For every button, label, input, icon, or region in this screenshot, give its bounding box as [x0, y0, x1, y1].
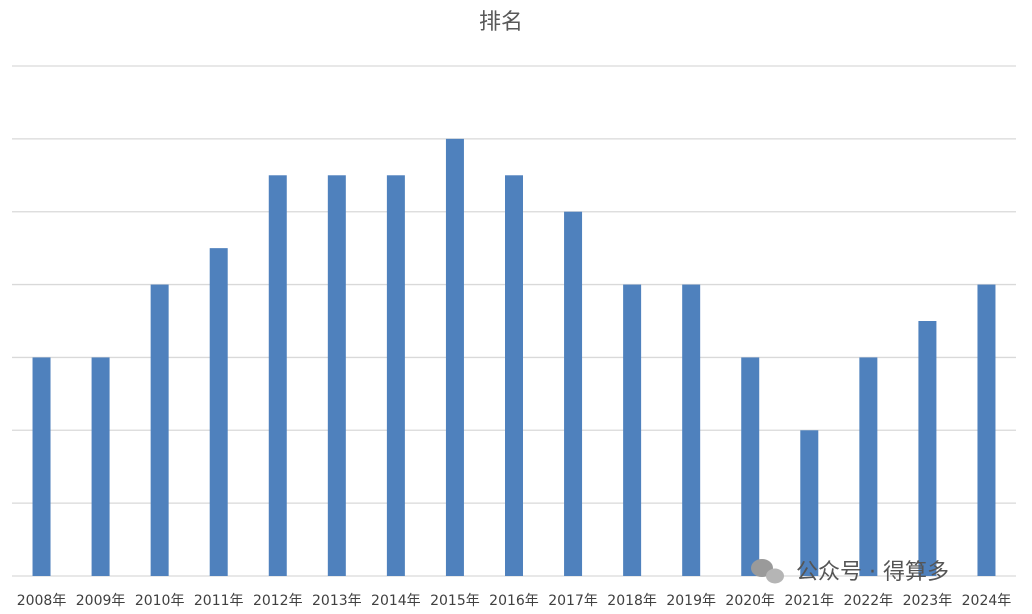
x-tick-label: 2012年: [253, 593, 303, 609]
x-tick-label: 2020年: [725, 593, 775, 609]
x-tick-label: 2022年: [844, 593, 894, 609]
bar: [445, 138, 464, 576]
bar: [564, 211, 583, 576]
bar: [682, 284, 701, 576]
x-tick-label: 2015年: [430, 593, 480, 609]
x-tick-label: 2013年: [312, 593, 362, 609]
x-tick-label: 2024年: [962, 593, 1012, 609]
x-tick-label: 2010年: [135, 593, 185, 609]
bar: [800, 430, 819, 576]
bar: [268, 175, 287, 577]
x-tick-label: 2016年: [489, 593, 539, 609]
watermark: 公众号 · 得算多: [796, 560, 949, 585]
chart-title: 排名: [479, 10, 523, 35]
bar: [386, 175, 405, 577]
bar: [859, 357, 878, 576]
bar: [741, 357, 760, 576]
watermark-icon: [751, 559, 784, 584]
bar: [91, 357, 110, 576]
bar: [150, 284, 169, 576]
bar: [32, 357, 51, 576]
x-tick-label: 2019年: [666, 593, 716, 609]
x-tick-label: 2008年: [17, 593, 67, 609]
x-tick-label: 2018年: [607, 593, 657, 609]
x-tick-label: 2017年: [548, 593, 598, 609]
bar: [505, 175, 523, 577]
bar: [977, 284, 996, 576]
x-tick-label: 2011年: [194, 593, 244, 609]
bar: [209, 248, 228, 576]
bar: [918, 321, 937, 576]
x-tick-label: 2021年: [784, 593, 834, 609]
bar: [327, 175, 346, 577]
x-tick-label: 2023年: [903, 593, 953, 609]
x-tick-label: 2009年: [76, 593, 126, 609]
bar: [623, 284, 642, 576]
x-tick-label: 2014年: [371, 593, 421, 609]
